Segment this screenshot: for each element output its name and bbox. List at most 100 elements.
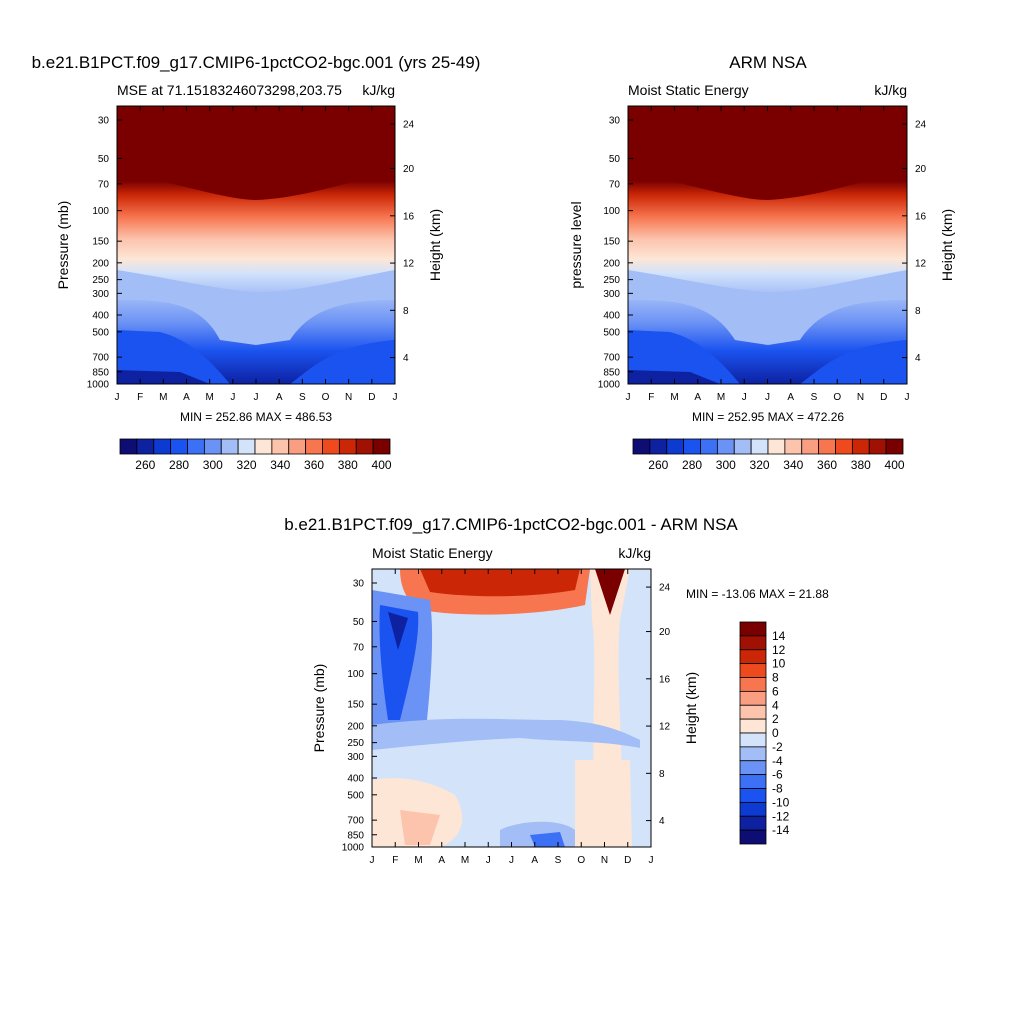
contour-diff-nov-peak [595,569,625,615]
pressure-tick-label: 400 [603,311,620,322]
colorbar-swatch [784,438,803,455]
height-tick-label: 24 [915,120,927,131]
colorbar-tick-label: -4 [772,754,783,768]
panel-obs: ARM NSA Moist Static Energy kJ/kg 30 50 70… [568,53,955,472]
month-tick-label: N [601,855,608,866]
pressure-tick-label: 200 [347,721,364,732]
colorbar-swatch [136,438,155,455]
pressure-tick-label: 300 [92,289,109,300]
pressure-tick-label: 30 [353,579,365,590]
pressure-tick-label: 850 [347,830,364,841]
colorbar-swatch [170,438,188,455]
contour-obs-upper [628,106,907,200]
colorbar-swatch [632,438,651,455]
colorbar-swatch [885,438,904,455]
month-tick-label: M [670,392,678,403]
contour-diff-cold-core [379,605,419,720]
pressure-tick-label: 850 [603,367,620,378]
colorbar-swatch [271,438,290,455]
colorbar-swatch [739,663,767,678]
pressure-tick-label: 100 [603,206,620,217]
colorbar-swatch [835,438,853,455]
month-tick-label: S [811,392,818,403]
height-tick-label: 8 [915,306,921,317]
colorbar-swatch [187,438,205,455]
panel-diff-title: b.e21.B1PCT.f09_g17.CMIP6-1pctCO2-bgc.00… [284,515,738,534]
pressure-tick-label: 100 [92,206,109,217]
contour-diff-low-warm-right [575,760,632,847]
colorbar-tick-label: 2 [772,712,779,726]
pressure-tick-label: 250 [92,275,109,286]
panel-diff-ylabel: Pressure (mb) [311,664,327,753]
month-tick-label: S [555,855,562,866]
height-tick-label: 20 [403,164,415,175]
month-tick-label: J [230,392,235,403]
colorbar-tick-label: 340 [270,458,290,472]
pressure-tick-label: 150 [603,237,620,248]
pressure-tick-label: 50 [98,154,110,165]
month-tick-label: D [880,392,887,403]
height-tick-label: 20 [915,164,927,175]
contour-obs-midlevel [628,270,907,345]
colorbar-swatch [739,718,767,734]
month-tick-label: J [393,392,398,403]
month-tick-label: F [648,392,654,403]
colorbar-swatch [649,438,668,455]
contour-diff-top-core [420,569,580,597]
pressure-tick-label: 300 [603,289,620,300]
panel-obs-title: ARM NSA [729,53,807,72]
colorbar-swatch [750,438,769,455]
colorbar-tick-label: 0 [772,726,779,740]
colorbar-tick-label: 360 [304,458,324,472]
pressure-tick-label: 70 [609,179,621,190]
colorbar-tick-label: 14 [772,629,786,643]
colorbar-swatch [237,438,256,455]
colorbar-tick-label: 300 [203,458,223,472]
panel-model-left-string: MSE at 71.15183246073298,203.75 [117,82,342,98]
pressure-tick-label: 70 [98,179,110,190]
panel-diff-y2label: Height (km) [683,672,699,744]
contour-diff-mid-cool [372,718,640,750]
height-tick-label: 4 [659,816,665,827]
height-tick-label: 24 [403,120,415,131]
colorbar-tick-label: 380 [338,458,358,472]
pressure-tick-label: 30 [98,116,110,127]
month-tick-label: A [276,392,283,403]
month-tick-label: F [137,392,143,403]
pressure-tick-label: 700 [92,353,109,364]
month-tick-label: J [905,392,910,403]
month-tick-label: M [717,392,725,403]
contour-model-lowlevel [117,330,395,384]
colorbar-tick-label: -10 [772,795,790,809]
colorbar-swatch [716,438,735,455]
colorbar-swatch [767,438,786,455]
pressure-tick-label: 70 [353,642,365,653]
month-tick-label: F [392,855,398,866]
pressure-tick-label: 1000 [87,380,110,391]
panel-diff-units: kJ/kg [618,545,651,561]
panel-obs-units: kJ/kg [874,82,907,98]
month-tick-label: A [438,855,445,866]
colorbar-swatch [203,438,222,455]
colorbar-swatch [220,438,239,455]
height-tick-label: 16 [403,211,415,222]
colorbar-swatch [739,690,767,706]
pressure-tick-label: 100 [347,669,364,680]
colorbar-tick-label: 320 [237,458,257,472]
pressure-tick-label: 500 [92,327,109,338]
pressure-tick-label: 250 [347,738,364,749]
panel-model-minmax: MIN = 252.86 MAX = 486.53 [180,410,332,424]
month-tick-label: O [833,392,841,403]
colorbar-swatch [739,621,767,637]
colorbar-swatch [739,829,767,845]
contour-obs-lowlevel [628,330,907,384]
colorbar-swatch [153,438,172,455]
contour-diff-low-warm-core [400,810,440,845]
colorbar-swatch [851,438,870,455]
pressure-tick-label: 850 [92,367,109,378]
colorbar-swatch [739,746,767,762]
month-tick-label: S [299,392,306,403]
height-tick-label: 16 [915,211,927,222]
month-tick-label: J [254,392,259,403]
